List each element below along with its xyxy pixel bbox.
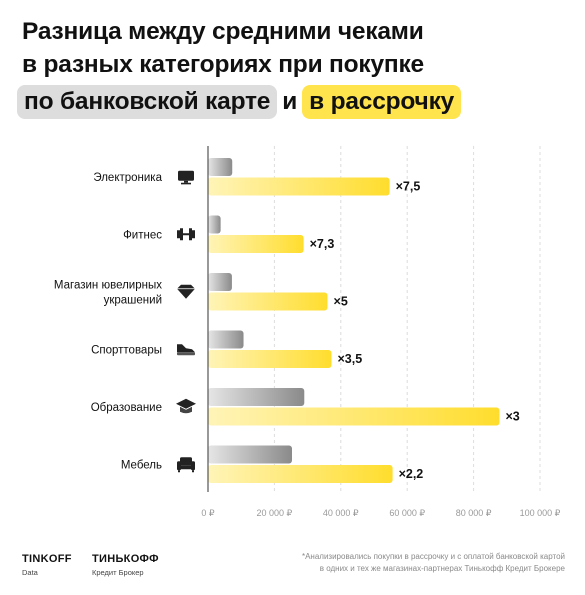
- x-tick-label: 0 ₽: [201, 508, 215, 518]
- legend-card-highlight: по банковской карте: [17, 85, 278, 119]
- title-line-1: Разница между средними чеками: [22, 18, 424, 45]
- tinkoff-data-sub: Data: [22, 568, 38, 577]
- category-label: Образование: [91, 402, 162, 414]
- category-label: Фитнес: [123, 229, 162, 241]
- category-label: украшений: [104, 294, 162, 306]
- legend-installment-highlight: в рассрочку: [302, 85, 462, 119]
- bar-card: [208, 215, 221, 234]
- sneaker-icon: [177, 344, 195, 356]
- x-tick-label: 40 000 ₽: [323, 508, 359, 518]
- chart-title: Разница между средними чеками в разных к…: [17, 15, 567, 119]
- category-label: Магазин ювелирных: [54, 279, 162, 291]
- bar-installment: [208, 235, 304, 253]
- bar-installment: [208, 407, 500, 426]
- monitor-icon: [178, 170, 194, 185]
- x-tick-label: 20 000 ₽: [257, 508, 293, 518]
- bar-card: [208, 330, 244, 349]
- footnote: *Анализировались покупки в рассрочку и с…: [265, 551, 565, 575]
- tinkoff-data-logo: TINKOFF: [22, 553, 72, 565]
- x-tick-label: 100 000 ₽: [520, 508, 561, 518]
- graduation-cap-icon: [176, 398, 196, 414]
- footnote-line-1: *Анализировались покупки в рассрочку и с…: [301, 552, 565, 561]
- bar-installment: [208, 292, 328, 311]
- bar-installment: [208, 177, 390, 196]
- armchair-icon: [177, 457, 195, 473]
- bar-card: [208, 273, 232, 291]
- bar-installment: [208, 465, 393, 483]
- category-label: Электроника: [93, 172, 162, 184]
- tinkoff-broker-sub: Кредит Брокер: [92, 568, 144, 577]
- multiplier-label: ×7,5: [396, 180, 421, 194]
- dumbbell-icon: [177, 228, 195, 241]
- title-line-3: по банковской карте и в рассрочку: [17, 85, 567, 119]
- multiplier-label: ×5: [334, 295, 348, 309]
- bar-installment: [208, 350, 332, 368]
- tinkoff-broker-logo: ТИНЬКОФФ: [92, 553, 159, 565]
- category-label: Мебель: [121, 459, 162, 471]
- bar-card: [208, 388, 305, 406]
- category-label: Спорттовары: [91, 344, 162, 356]
- multiplier-label: ×7,3: [310, 237, 335, 251]
- footnote-line-2: в одних и тех же магазинах-партнерах Тин…: [319, 564, 565, 573]
- title-line-2: в разных категориях при покупке: [22, 51, 424, 78]
- diamond-icon: [177, 284, 195, 299]
- x-tick-label: 60 000 ₽: [389, 508, 425, 518]
- multiplier-label: ×3,5: [338, 352, 363, 366]
- multiplier-label: ×3: [505, 410, 519, 424]
- multiplier-label: ×2,2: [399, 467, 424, 481]
- bar-card: [208, 445, 292, 464]
- title-conjunction: и: [282, 88, 298, 115]
- bar-card: [208, 158, 233, 176]
- x-tick-label: 80 000 ₽: [456, 508, 492, 518]
